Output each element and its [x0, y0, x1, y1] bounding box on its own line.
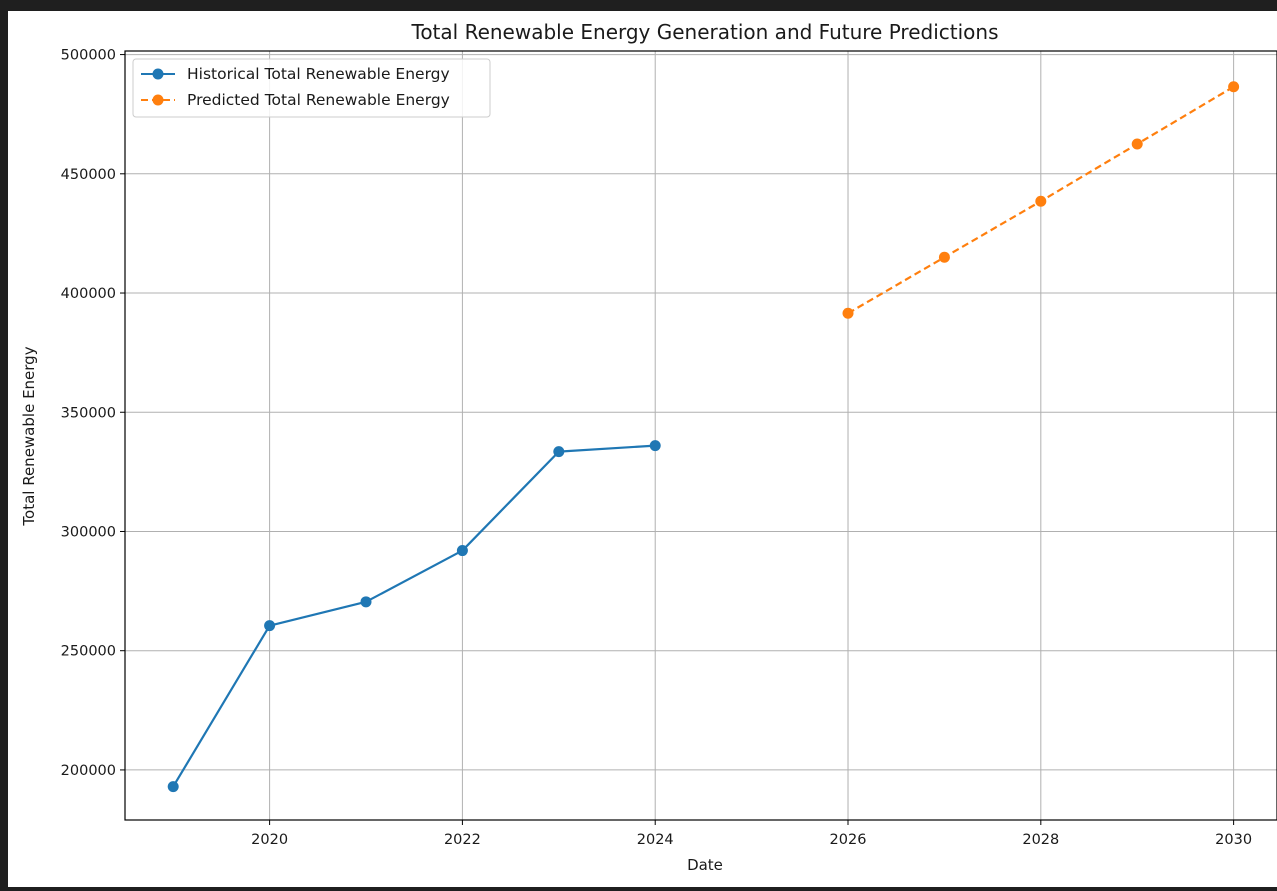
data-point	[553, 446, 565, 458]
x-tick-label: 2022	[444, 832, 481, 848]
legend: Historical Total Renewable Energy Predic…	[132, 58, 491, 118]
legend-box	[132, 58, 491, 118]
y-tick-label: 250000	[61, 644, 116, 660]
series-line-0	[172, 444, 656, 788]
y-tick-label: 500000	[61, 48, 116, 64]
y-axis: 200000 250000 300000 350000 400000 450000 5000…	[61, 48, 125, 779]
data-point	[1035, 195, 1047, 207]
x-tick-label: 2020	[251, 832, 288, 848]
legend-marker-predicted	[152, 94, 164, 106]
series-layer	[167, 81, 1240, 793]
x-tick-label: 2026	[830, 832, 867, 848]
x-axis-label: Date	[687, 856, 723, 874]
y-tick-label: 450000	[61, 167, 116, 183]
y-tick-label: 400000	[61, 286, 116, 302]
data-point	[360, 596, 372, 608]
x-tick-label: 2028	[1022, 832, 1059, 848]
y-tick-label: 350000	[61, 405, 116, 421]
y-tick-label: 200000	[61, 763, 116, 779]
data-point	[1228, 81, 1240, 93]
data-point	[167, 781, 179, 793]
y-axis-label: Total Renewable Energy	[20, 346, 38, 526]
chart-title: Total Renewable Energy Generation and Fu…	[411, 20, 999, 44]
figure-background	[8, 11, 1277, 887]
legend-label-predicted: Predicted Total Renewable Energy	[187, 91, 450, 109]
data-point	[456, 545, 468, 557]
data-point	[1131, 138, 1143, 150]
data-point	[938, 251, 950, 263]
x-tick-label: 2030	[1215, 832, 1252, 848]
grid	[125, 51, 1277, 820]
data-point	[264, 620, 276, 632]
x-axis: 2020 2022 2024 2026 2028 2030	[251, 820, 1252, 848]
x-tick-label: 2024	[637, 832, 674, 848]
data-point	[842, 307, 854, 319]
data-point	[649, 440, 661, 452]
axes-frame	[124, 50, 1277, 821]
y-tick-label: 300000	[61, 524, 116, 540]
legend-label-historical: Historical Total Renewable Energy	[187, 65, 450, 83]
legend-marker-historical	[152, 68, 164, 80]
